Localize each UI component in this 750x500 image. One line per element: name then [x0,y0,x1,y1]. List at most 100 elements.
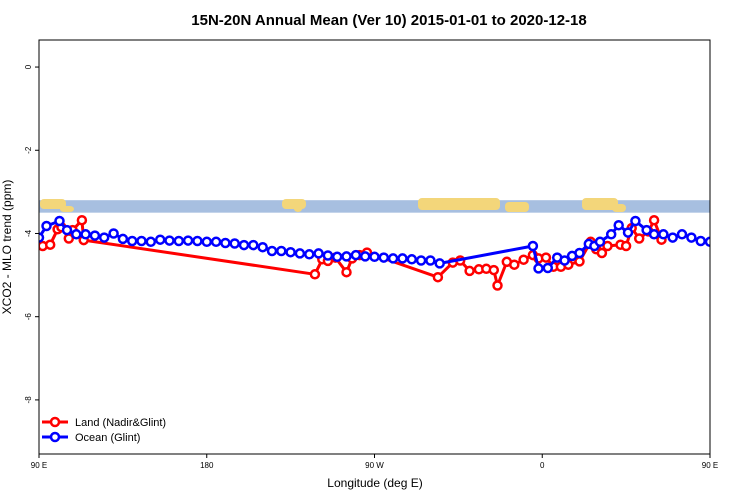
map-land-0 [40,199,66,209]
point-ocean-44 [527,240,539,252]
point-ocean-64 [695,235,706,247]
point-ocean-27 [285,246,296,258]
point-land-33 [574,256,585,267]
x-axis-label: Longitude (deg E) [327,476,422,490]
point-land-39 [620,240,632,252]
point-land-29 [540,252,552,263]
point-land-19 [464,265,475,277]
point-ocean-42 [425,255,436,266]
point-land-43 [648,214,660,226]
point-ocean-59 [648,229,660,240]
point-ocean-22 [238,239,250,251]
point-ocean-36 [369,251,380,263]
point-ocean-20 [220,237,231,249]
point-ocean-37 [378,252,390,263]
point-ocean-61 [667,232,678,243]
y-axis: 0 -2 -4 -6 -8 [24,64,39,403]
point-land-12 [341,266,352,278]
y-tick-label-1: -2 [24,146,33,154]
y-axis-label: XCO2 - MLO trend (ppm) [0,180,14,315]
point-ocean-50 [574,247,585,259]
point-ocean-19 [210,236,222,248]
point-ocean-14 [164,235,175,246]
point-ocean-4 [71,229,82,240]
x-tick-label-1: 180 [200,461,214,470]
y-tick-label-2: -4 [24,229,33,237]
point-ocean-67 [725,238,733,246]
point-land-41 [633,233,645,244]
point-ocean-69 [743,239,750,247]
point-ocean-2 [54,215,65,227]
x-tick-label-2: 90 W [365,461,384,470]
point-ocean-60 [658,229,669,240]
point-ocean-12 [145,236,157,248]
point-land-25 [509,259,520,270]
point-ocean-62 [676,229,688,240]
point-land-16 [432,271,444,283]
map-land-1 [60,206,74,212]
legend-item-land: Land (Nadir&Glint) [42,416,166,429]
point-ocean-40 [406,254,418,265]
point-ocean-3 [61,224,73,236]
point-ocean-23 [248,239,259,251]
map-land-3 [294,206,302,212]
map-ocean [39,200,710,213]
point-ocean-38 [387,253,399,264]
point-ocean-25 [266,245,278,257]
map-land-4 [418,198,500,210]
point-ocean-63 [686,232,697,243]
point-ocean-53 [594,236,606,248]
point-ocean-58 [641,224,652,236]
point-ocean-21 [229,238,240,249]
point-land-1 [44,239,56,250]
series-ocean [39,215,750,274]
point-ocean-43 [434,258,445,269]
point-land-26 [518,254,529,265]
point-ocean-32 [331,251,343,263]
point-ocean-1 [41,220,52,232]
chart-title: 15N-20N Annual Mean (Ver 10) 2015-01-01 … [191,12,586,29]
point-ocean-6 [89,230,101,241]
world-map-band [39,198,710,213]
point-ocean-54 [605,229,617,240]
point-land-36 [596,247,608,259]
point-ocean-65 [704,236,710,248]
point-ocean-10 [126,235,138,247]
point-ocean-31 [322,250,334,261]
point-ocean-5 [80,229,91,240]
point-ocean-15 [173,235,185,247]
x-axis: 90 E 180 90 W 0 90 E [31,454,718,470]
point-ocean-18 [201,236,213,248]
legend-marker-ocean [49,431,61,443]
point-ocean-0 [39,232,45,243]
point-ocean-7 [98,232,110,243]
point-ocean-39 [397,253,408,264]
point-ocean-28 [294,248,306,259]
point-ocean-45 [533,263,544,274]
point-ocean-13 [154,234,166,245]
map-land-7 [612,204,626,212]
point-ocean-68 [734,237,742,245]
point-land-6 [76,214,88,226]
point-land-22 [488,264,500,276]
point-ocean-9 [117,233,129,245]
point-ocean-8 [108,228,119,239]
point-ocean-17 [192,235,203,247]
point-ocean-30 [313,248,324,259]
point-ocean-24 [257,241,268,253]
y-tick-label-3: -6 [24,313,33,321]
point-ocean-46 [542,262,554,274]
legend: Land (Nadir&Glint) Ocean (Glint) [42,416,166,444]
point-ocean-66 [715,236,723,244]
point-ocean-35 [359,251,371,262]
point-ocean-33 [341,251,352,262]
y-tick-label-4: -8 [24,396,33,404]
series-layer [39,214,750,291]
map-land-5 [505,202,529,212]
x-tick-label-4: 90 E [702,461,718,470]
legend-label-ocean: Ocean (Glint) [75,432,140,444]
point-ocean-48 [559,255,570,266]
x-tick-label-3: 0 [540,461,545,470]
legend-marker-land [49,416,61,428]
